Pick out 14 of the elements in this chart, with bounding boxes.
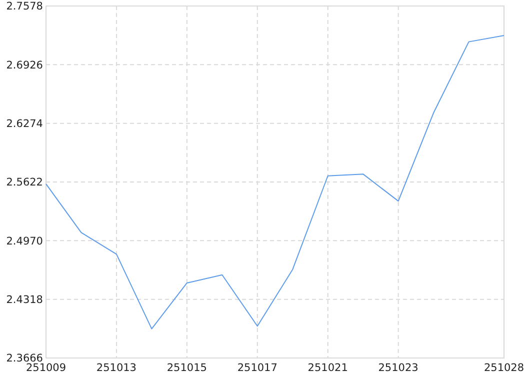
y-tick-label: 2.5622 xyxy=(6,176,43,189)
y-tick-label: 2.6274 xyxy=(6,118,44,130)
x-tick-label: 251013 xyxy=(96,362,137,374)
x-tick-label: 251021 xyxy=(308,362,348,374)
x-tick-label: 251015 xyxy=(166,362,207,374)
y-tick-label: 2.7578 xyxy=(6,0,43,13)
y-tick-label: 2.4970 xyxy=(6,235,43,248)
line-series xyxy=(46,35,504,330)
y-tick-label: 2.6926 xyxy=(6,59,44,72)
x-tick-label: 251028 xyxy=(484,362,524,374)
x-tick-label: 251017 xyxy=(237,362,278,374)
x-tick-label: 251009 xyxy=(26,362,66,374)
y-tick-label: 2.4318 xyxy=(6,294,43,306)
x-tick-label: 251023 xyxy=(378,362,418,374)
